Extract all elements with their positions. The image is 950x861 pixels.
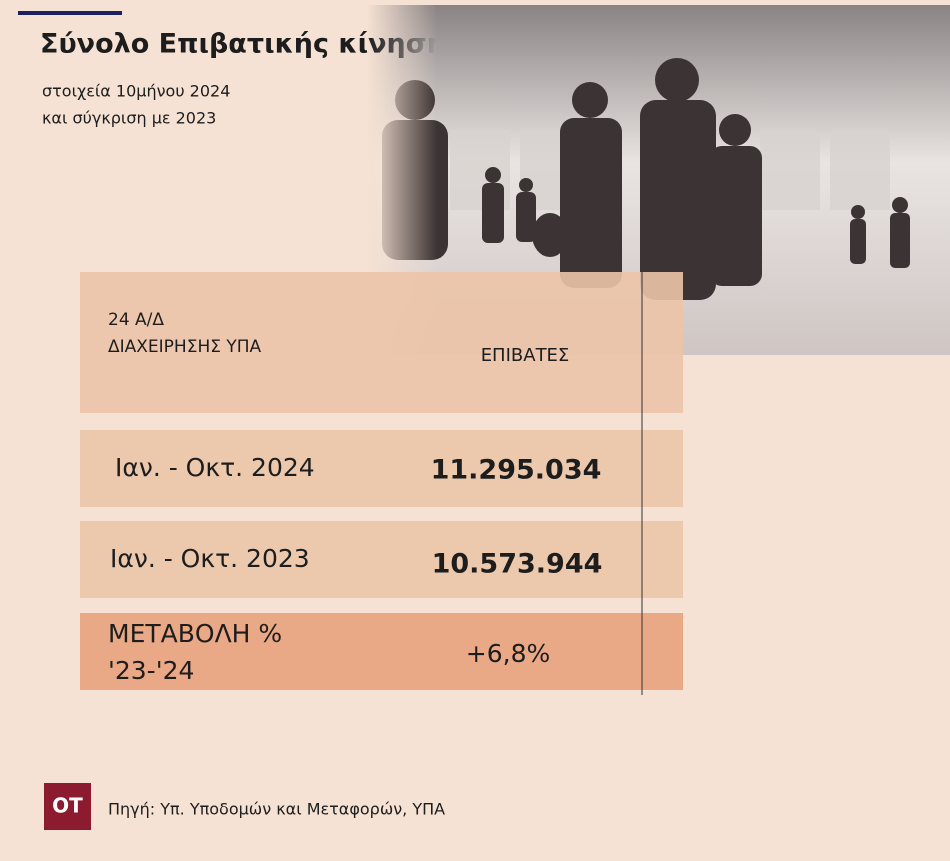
row-value: +6,8% xyxy=(466,639,550,668)
row-label: '23-'24 xyxy=(108,656,194,685)
row-label: ΜΕΤΑΒΟΛΗ % xyxy=(108,619,282,648)
row-label: Ιαν. - Οκτ. 2023 xyxy=(110,544,310,573)
subtitle: στοιχεία 10μήνου 2024 xyxy=(42,82,230,101)
row-value: 11.295.034 xyxy=(431,455,602,486)
table-row xyxy=(80,430,683,507)
column-header: ΕΠΙΒΑΤΕΣ xyxy=(481,345,570,366)
logo-text: OT xyxy=(52,794,83,818)
table-row xyxy=(80,521,683,598)
column-header: 24 Α/Δ xyxy=(108,310,164,330)
logo xyxy=(44,783,91,830)
subtitle: και σύγκριση με 2023 xyxy=(42,109,216,128)
row-label: Ιαν. - Οκτ. 2024 xyxy=(115,453,315,482)
table-header-row xyxy=(80,272,683,413)
table-row xyxy=(80,613,683,690)
column-header: ΔΙΑΧΕΙΡΗΣΗΣ ΥΠΑ xyxy=(108,337,262,357)
source: Πηγή: Υπ. Υποδομών και Μεταφορών, ΥΠΑ xyxy=(108,800,445,819)
row-value: 10.573.944 xyxy=(432,549,603,580)
